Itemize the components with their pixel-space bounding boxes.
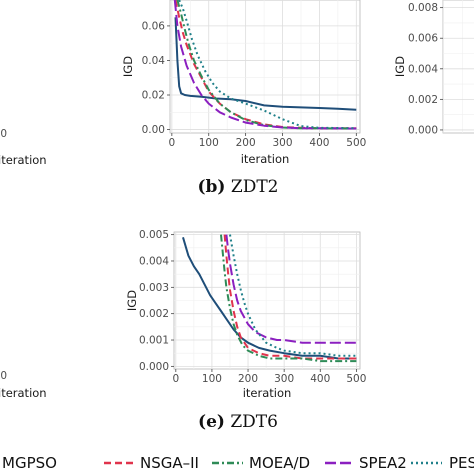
plot-panel	[169, 0, 361, 134]
x-tick-label: 100	[202, 373, 222, 385]
chart-zdt2: 0 100 200 300 400 500 0.00 0.02 0.04 0.06 iteratio…	[121, 0, 366, 166]
grid	[443, 0, 474, 133]
y-tick-label: 0.005	[139, 229, 169, 241]
legend-label: SPEA2	[359, 454, 407, 472]
y-tick-label: 0.004	[408, 63, 438, 75]
x-tick-label: 500	[346, 137, 366, 149]
grid	[170, 0, 360, 133]
x-axis-label: iteration	[243, 386, 292, 400]
x-tick-label: 400	[309, 137, 329, 149]
y-tick-label: 0.00	[142, 124, 165, 136]
caption-b: (b) ZDT2	[198, 177, 279, 197]
y-tick-label: 0.02	[142, 90, 165, 102]
x-tick-label: 300	[274, 373, 294, 385]
chart-top-right-partial: 0.000 0.002 0.004 0.006 0.008 IGD	[393, 0, 474, 136]
legend-item-pes: PES	[411, 454, 474, 472]
series-moea-d	[176, 0, 357, 130]
y-tick-label: 0.001	[139, 335, 169, 347]
legend-label: PES	[449, 454, 474, 472]
x-tick-label: 200	[238, 373, 258, 385]
y-tick-label: 0.006	[408, 33, 438, 45]
chart-top-left-partial: 0100200300400500iteration	[0, 128, 47, 167]
x-axis-label: iteration	[241, 152, 290, 166]
caption-e: (e) ZDT6	[198, 412, 278, 432]
legend-label: MOEA/D	[249, 454, 310, 472]
grid	[174, 232, 360, 369]
x-axis-label: iteration	[0, 153, 47, 167]
x-tick-label: 0	[169, 137, 176, 149]
y-tick-label: 0.06	[142, 20, 166, 32]
x-tick-label: 300	[273, 137, 293, 149]
series-nsga-ii	[223, 234, 357, 360]
series-spea2	[173, 0, 357, 130]
y-tick-label: 0.000	[408, 124, 438, 136]
series-nsga-ii	[174, 0, 357, 130]
y-tick-label: 0.000	[139, 361, 169, 373]
legend: MGPSO NSGA–II MOEA/D SPEA2 PES	[2, 454, 474, 472]
x-axis-label: iteration	[0, 386, 47, 400]
x-tick-label: 500	[0, 370, 7, 382]
chart-bottom-left-partial: 0100200300400500iteration	[0, 370, 47, 400]
x-tick-label: 100	[199, 137, 219, 149]
x-tick-label: 0	[172, 373, 179, 385]
legend-item-mgpso: MGPSO	[2, 454, 57, 472]
series-pes	[178, 0, 357, 130]
y-tick-label: 0.002	[408, 94, 438, 106]
series-mgpso	[174, 17, 357, 111]
y-tick-label: 0.003	[139, 282, 169, 294]
plot-panel	[442, 0, 474, 134]
y-tick-label: 0.04	[142, 55, 166, 67]
series-mgpso	[182, 237, 357, 360]
y-tick-label: 0.004	[139, 255, 169, 267]
x-tick-label: 200	[236, 137, 256, 149]
y-tick-label: 0.002	[139, 308, 169, 320]
legend-label: NSGA–II	[140, 454, 199, 472]
x-tick-label: 400	[310, 373, 330, 385]
legend-label: MGPSO	[2, 454, 57, 472]
y-tick-label: 0.008	[408, 2, 438, 14]
series-spea2	[225, 234, 357, 344]
x-tick-label: 500	[0, 128, 7, 140]
chart-zdt6: 0 100 200 300 400 500 0.000 0.001 0.002 0.003 0.00…	[125, 229, 366, 400]
series-moea-d	[220, 234, 357, 363]
x-tick-label: 500	[346, 373, 366, 385]
y-axis-label: IGD	[393, 56, 407, 77]
legend-item-nsga-ii: NSGA–II	[104, 454, 199, 472]
legend-item-moea-d: MOEA/D	[212, 454, 310, 472]
legend-item-spea2: SPEA2	[325, 454, 407, 472]
y-axis-label: IGD	[121, 56, 135, 77]
y-axis-label: IGD	[125, 290, 139, 311]
